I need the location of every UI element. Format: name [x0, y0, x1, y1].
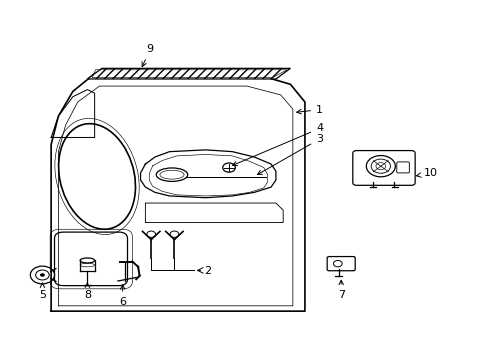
Text: 1: 1 [296, 105, 323, 114]
FancyBboxPatch shape [352, 150, 414, 185]
Text: 5: 5 [39, 283, 46, 300]
Circle shape [223, 163, 235, 172]
Text: 4: 4 [232, 123, 323, 166]
Text: 8: 8 [83, 283, 91, 300]
FancyBboxPatch shape [396, 162, 408, 173]
Text: 9: 9 [142, 44, 154, 67]
Ellipse shape [80, 258, 95, 263]
Circle shape [40, 273, 45, 277]
FancyBboxPatch shape [326, 257, 354, 271]
Text: 7: 7 [337, 280, 344, 300]
Polygon shape [87, 68, 290, 79]
Text: 6: 6 [119, 285, 126, 307]
Circle shape [30, 266, 54, 284]
Text: 3: 3 [257, 134, 323, 175]
Text: 10: 10 [416, 168, 436, 179]
Text: 2: 2 [203, 266, 211, 276]
